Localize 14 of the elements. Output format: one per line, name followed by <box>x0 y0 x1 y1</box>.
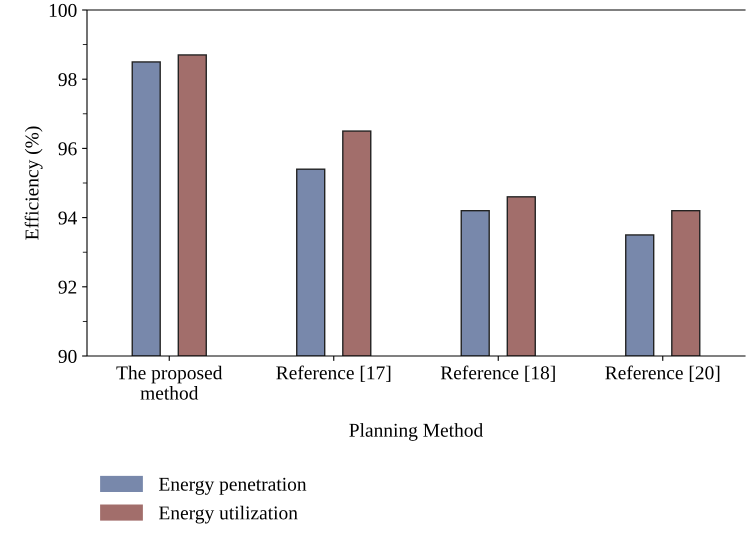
y-tick-label: 98 <box>58 73 77 86</box>
x-tick-label: The proposed method <box>116 366 222 400</box>
x-axis-title: Planning Method <box>349 423 484 441</box>
y-tick-label: 92 <box>58 280 76 294</box>
y-tick-label: 100 <box>50 4 77 17</box>
x-tick-label: Reference [20] <box>605 366 720 382</box>
legend-label: Energy utilization <box>159 506 298 524</box>
x-tick-label: Reference [17] <box>276 366 390 382</box>
x-tick-label: Reference [18] <box>440 366 555 382</box>
legend-label: Energy penetration <box>159 478 306 495</box>
y-tick-label: 94 <box>58 211 77 225</box>
y-tick-label: 90 <box>58 350 77 363</box>
y-axis-title: Efficiency (%) <box>24 126 43 240</box>
y-tick-label: 96 <box>58 142 77 156</box>
